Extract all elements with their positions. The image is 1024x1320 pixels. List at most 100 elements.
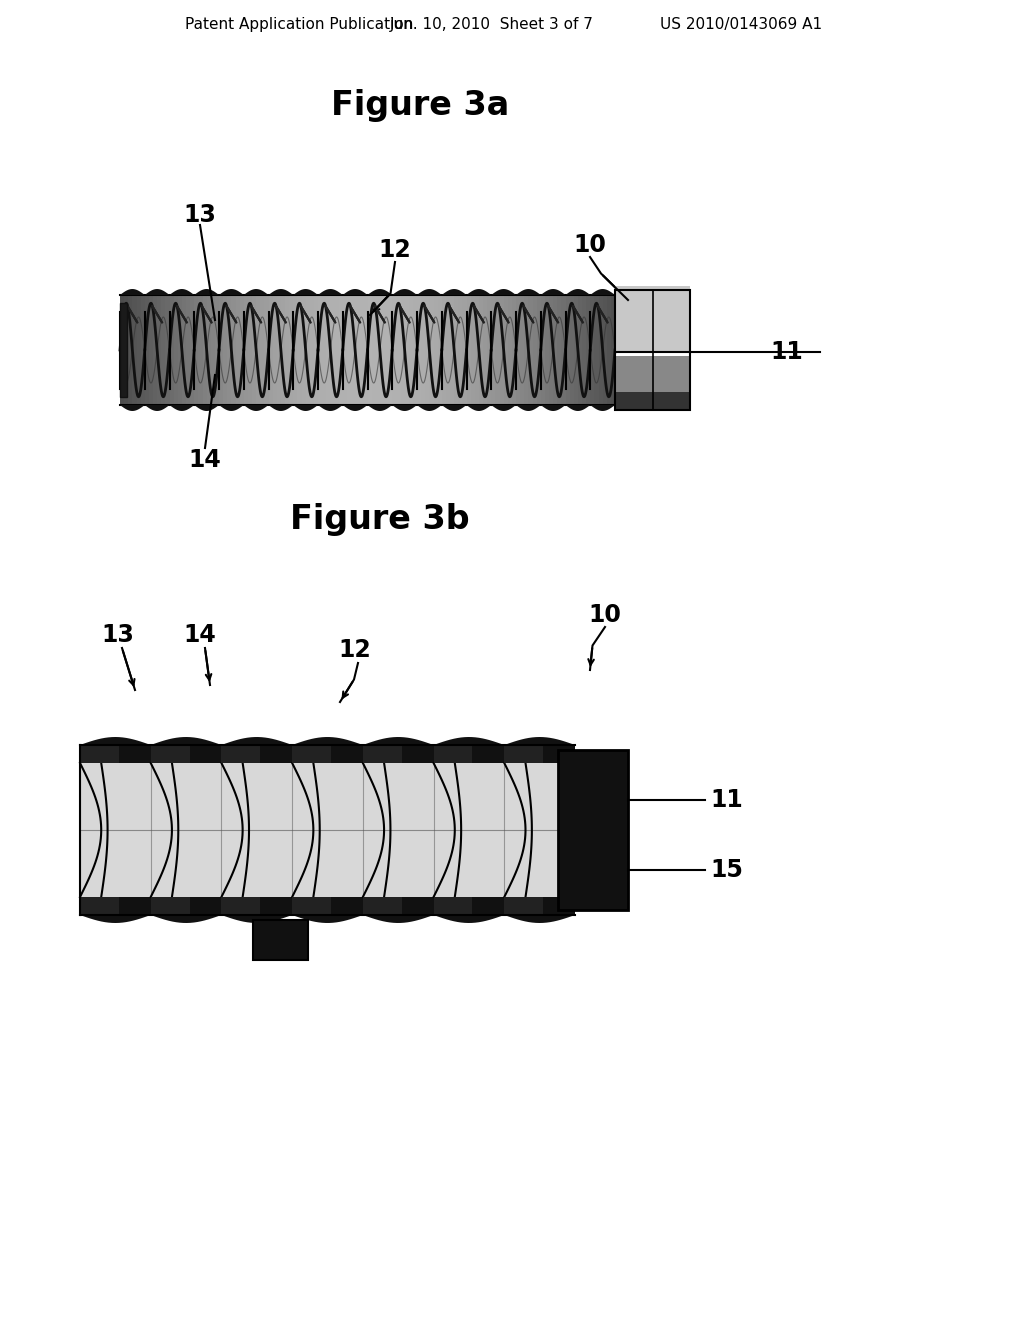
Bar xyxy=(362,898,401,915)
Bar xyxy=(573,294,578,405)
Bar xyxy=(380,294,384,405)
Bar xyxy=(450,294,454,405)
Text: 11: 11 xyxy=(770,341,803,364)
Bar xyxy=(445,294,450,405)
Bar xyxy=(221,744,260,763)
Bar xyxy=(253,920,308,960)
Bar xyxy=(582,294,586,405)
Bar xyxy=(132,294,136,405)
Bar xyxy=(459,294,463,405)
Text: 10: 10 xyxy=(589,603,622,627)
Bar xyxy=(236,294,240,405)
Bar xyxy=(607,294,611,405)
Bar xyxy=(388,294,392,405)
Bar xyxy=(292,744,331,763)
Bar xyxy=(376,294,380,405)
Bar xyxy=(331,294,335,405)
Bar xyxy=(417,294,421,405)
Bar xyxy=(561,294,565,405)
Bar xyxy=(528,294,532,405)
Text: 12: 12 xyxy=(379,238,412,261)
Bar xyxy=(221,763,292,898)
Bar xyxy=(260,294,264,405)
Bar xyxy=(520,294,524,405)
Bar xyxy=(512,294,516,405)
Bar xyxy=(144,294,148,405)
Bar xyxy=(594,294,598,405)
Bar xyxy=(148,294,153,405)
Text: 12: 12 xyxy=(339,638,372,663)
Bar xyxy=(537,294,541,405)
Bar xyxy=(557,294,561,405)
Bar xyxy=(289,294,293,405)
Text: Figure 3b: Figure 3b xyxy=(290,503,470,536)
Bar xyxy=(314,294,318,405)
Bar xyxy=(471,294,475,405)
Bar xyxy=(223,294,227,405)
Bar xyxy=(285,294,289,405)
Bar xyxy=(327,294,331,405)
Bar xyxy=(292,763,362,898)
Bar xyxy=(351,294,355,405)
Bar xyxy=(433,763,504,898)
Bar xyxy=(615,356,690,411)
Bar xyxy=(433,898,472,915)
Bar xyxy=(318,294,323,405)
Bar xyxy=(151,763,221,898)
Bar xyxy=(475,294,479,405)
Bar xyxy=(504,763,575,898)
Bar xyxy=(413,294,417,405)
Bar xyxy=(268,294,272,405)
Bar xyxy=(219,294,223,405)
Bar xyxy=(603,294,607,405)
Bar xyxy=(578,294,582,405)
Bar xyxy=(124,294,128,405)
Bar xyxy=(221,744,257,763)
Bar xyxy=(433,744,472,763)
Bar xyxy=(174,294,178,405)
Bar xyxy=(248,294,252,405)
Bar xyxy=(409,294,413,405)
Bar xyxy=(231,294,236,405)
Bar xyxy=(128,294,132,405)
Bar xyxy=(153,294,157,405)
Bar xyxy=(161,294,165,405)
Bar xyxy=(199,294,203,405)
Bar xyxy=(553,294,557,405)
Bar xyxy=(437,294,441,405)
Bar xyxy=(404,294,409,405)
Bar xyxy=(372,294,376,405)
Bar xyxy=(425,294,429,405)
Bar xyxy=(151,898,189,915)
Bar xyxy=(487,294,492,405)
Bar xyxy=(615,286,690,352)
Bar xyxy=(305,294,309,405)
Bar xyxy=(524,294,528,405)
Bar xyxy=(343,294,347,405)
Bar xyxy=(433,294,437,405)
Bar xyxy=(504,744,540,763)
Bar xyxy=(598,294,603,405)
Bar xyxy=(252,294,256,405)
Bar xyxy=(157,294,161,405)
Bar xyxy=(195,294,199,405)
Bar xyxy=(492,294,496,405)
Bar xyxy=(203,294,207,405)
Bar xyxy=(80,898,119,915)
Text: Jun. 10, 2010  Sheet 3 of 7: Jun. 10, 2010 Sheet 3 of 7 xyxy=(390,17,594,33)
Bar xyxy=(586,294,590,405)
Bar xyxy=(140,294,144,405)
Bar xyxy=(264,294,268,405)
Bar xyxy=(467,294,471,405)
Bar xyxy=(323,294,327,405)
Bar xyxy=(516,294,520,405)
Bar xyxy=(590,294,594,405)
Bar xyxy=(362,744,401,763)
Bar xyxy=(256,294,260,405)
Bar xyxy=(170,294,174,405)
Bar xyxy=(215,294,219,405)
Bar xyxy=(272,294,276,405)
Bar xyxy=(429,294,433,405)
Bar xyxy=(292,898,331,915)
Bar xyxy=(504,898,543,915)
